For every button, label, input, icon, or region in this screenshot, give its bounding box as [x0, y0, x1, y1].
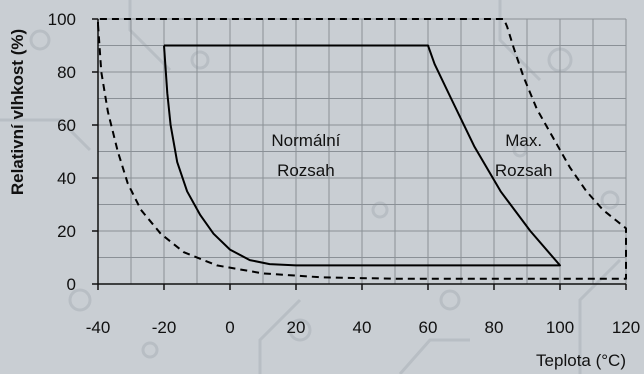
x-tick-label: 80 [485, 318, 504, 337]
chart-annotations: Normální Rozsah Max. Rozsah [271, 131, 552, 180]
circuit-pad [600, 190, 620, 210]
chart-tick-labels: -40 -20 0 20 40 60 80 100 120 0 20 40 60 80 100 [48, 10, 641, 337]
y-tick-label: 20 [57, 222, 76, 241]
circuit-trace [128, 0, 172, 72]
circuit-pad [190, 50, 210, 70]
x-tick-label: 0 [225, 318, 234, 337]
x-tick-label: -20 [152, 318, 177, 337]
circuit-pad [68, 288, 92, 312]
annotation-line: Normální [271, 131, 340, 150]
y-tick-label: 60 [57, 116, 76, 135]
circuit-pad [512, 142, 528, 158]
y-tick-label: 80 [57, 63, 76, 82]
max-range-curve [97, 18, 627, 280]
x-tick-label: 40 [353, 318, 372, 337]
x-axis-title: Teplota (°C) [536, 351, 626, 370]
y-tick-label: 0 [67, 275, 76, 294]
annotation-normal-range: Normální Rozsah [271, 131, 340, 180]
circuit-trace [258, 298, 302, 374]
circuit-pad [288, 318, 312, 342]
chart-grid [97, 18, 627, 285]
x-tick-label: -40 [86, 318, 111, 337]
y-tick-label: 100 [48, 10, 76, 29]
circuit-pad [371, 201, 389, 219]
annotation-line: Rozsah [495, 161, 553, 180]
y-tick-label: 40 [57, 169, 76, 188]
x-tick-label: 120 [612, 318, 640, 337]
chart-series [97, 18, 627, 280]
chart-axes [92, 18, 627, 290]
normal-range-curve [163, 44, 561, 267]
circuit-trace [0, 118, 92, 152]
circuit-pad [29, 29, 51, 51]
x-tick-label: 20 [287, 318, 306, 337]
circuit-pad [439, 289, 461, 311]
x-tick-label: 100 [546, 318, 574, 337]
circuit-pad [141, 341, 159, 359]
annotation-line: Max. [505, 131, 542, 150]
circuit-trace [398, 338, 470, 374]
annotation-line: Rozsah [277, 161, 335, 180]
circuit-trace [578, 258, 622, 374]
x-tick-label: 60 [419, 318, 438, 337]
annotation-max-range: Max. Rozsah [495, 131, 553, 180]
circuit-background [0, 0, 622, 374]
circuit-trace [498, 0, 542, 82]
y-axis-title: Relativní vlhkost (%) [8, 29, 27, 195]
